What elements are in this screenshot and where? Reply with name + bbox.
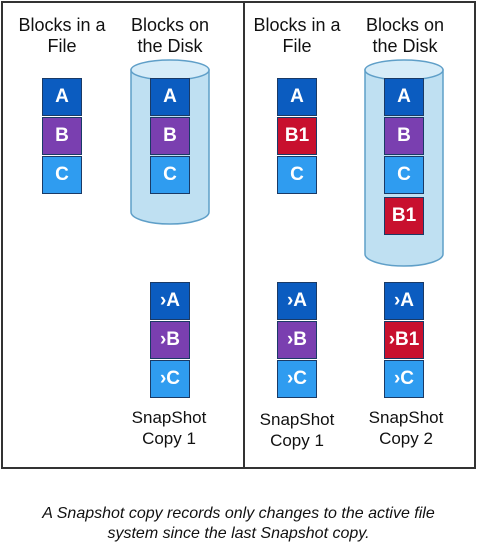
disk-block-c: C (150, 156, 190, 194)
snapshot-copy-2-label: SnapShot Copy 2 (368, 408, 444, 448)
file-block-a: A (277, 78, 317, 116)
snapshot-copy-1-label: SnapShot Copy 1 (259, 410, 335, 450)
snapshot2-block-a: ›A (384, 282, 424, 320)
snapshot-block-b: ›B (150, 321, 190, 359)
snapshot-block-c: ›C (150, 360, 190, 398)
snapshot1-block-a: ›A (277, 282, 317, 320)
snapshot2-block-c: ›C (384, 360, 424, 398)
snapshot-block-a: ›A (150, 282, 190, 320)
snapshot2-block-b1: ›B1 (384, 321, 424, 359)
snapshot1-block-b: ›B (277, 321, 317, 359)
footnote-line-2: system since the last Snapshot copy. (107, 525, 370, 542)
file-block-c: C (277, 156, 317, 194)
right-disk-header: Blocks on the Disk (365, 15, 445, 56)
cylinder-top (130, 59, 210, 81)
file-block-c: C (42, 156, 82, 194)
disk-block-b: B (384, 117, 424, 155)
left-disk-header: Blocks on the Disk (130, 15, 210, 56)
file-block-b1: B1 (277, 117, 317, 155)
disk-block-a: A (384, 78, 424, 116)
disk-block-b1: B1 (384, 197, 424, 235)
snapshot-copy-1-label: SnapShot Copy 1 (131, 408, 207, 448)
footnote: A Snapshot copy records only changes to … (0, 504, 477, 544)
file-block-a: A (42, 78, 82, 116)
file-block-b: B (42, 117, 82, 155)
left-file-header: Blocks in a File (18, 15, 106, 56)
right-file-header: Blocks in a File (253, 15, 341, 56)
disk-block-c: C (384, 156, 424, 194)
snapshot1-block-c: ›C (277, 360, 317, 398)
footnote-line-1: A Snapshot copy records only changes to … (42, 505, 435, 522)
cylinder-top (364, 59, 444, 81)
disk-block-a: A (150, 78, 190, 116)
disk-block-b: B (150, 117, 190, 155)
right-panel (243, 1, 476, 469)
